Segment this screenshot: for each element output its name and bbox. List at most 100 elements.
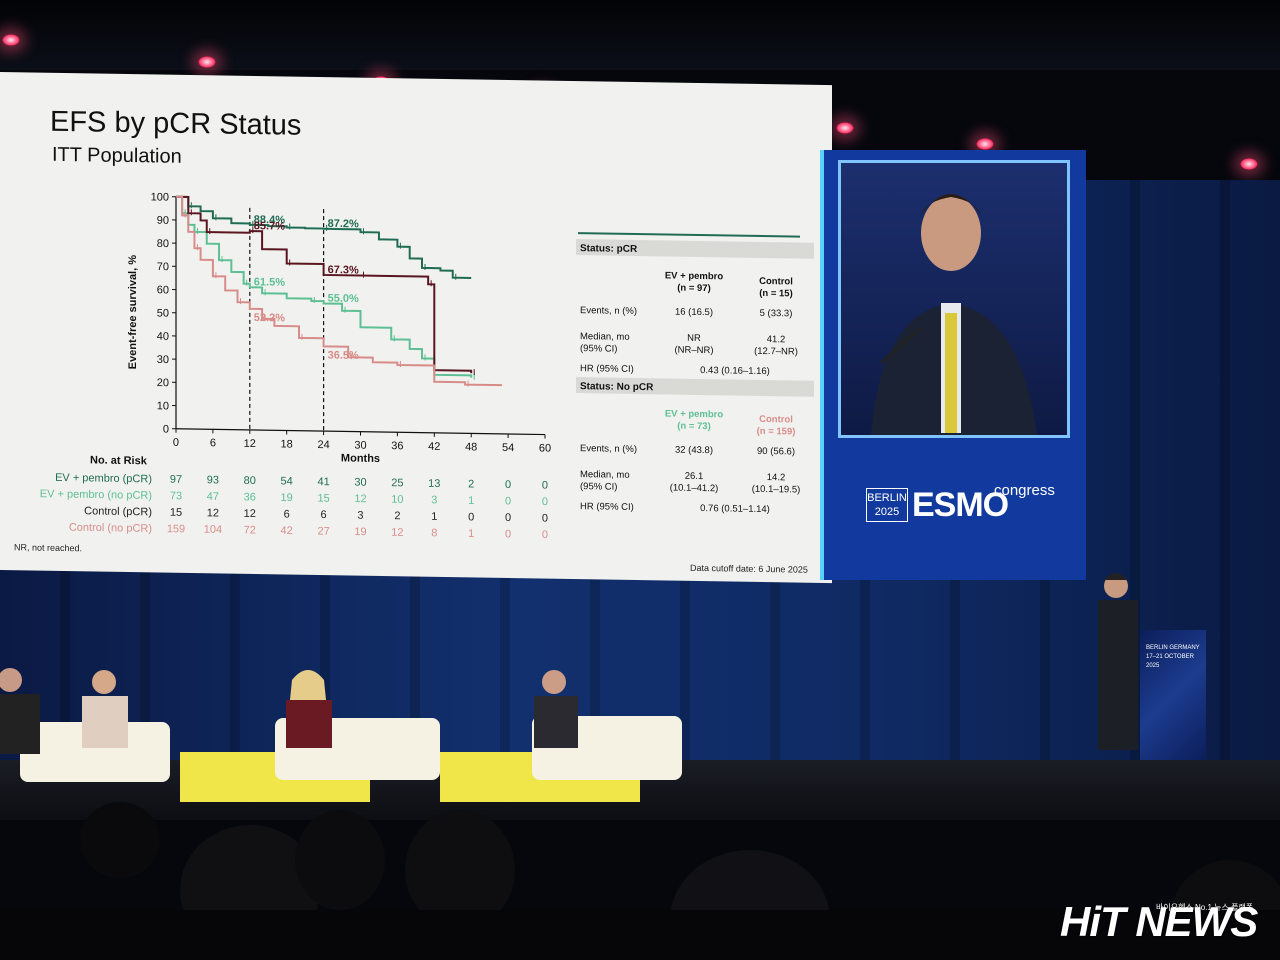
podium-line1: BERLIN GERMANY xyxy=(1146,645,1200,651)
panelists xyxy=(0,668,578,754)
podium: BERLIN GERMANY 17–21 OCTOBER 2025 xyxy=(1140,630,1206,760)
ceiling xyxy=(0,0,1280,70)
risk-cell: 0 xyxy=(542,496,548,508)
row-value: (10.1–19.5) xyxy=(752,484,801,496)
survival-annotation: 87.2% xyxy=(328,218,359,230)
risk-cell: 8 xyxy=(431,527,437,539)
cutoff-note: Data cutoff date: 6 June 2025 xyxy=(690,563,808,575)
risk-cell: 1 xyxy=(468,528,474,540)
row-label: Events, n (%) xyxy=(580,443,637,455)
status-nopcr-header: Status: No pCR xyxy=(580,381,654,393)
row-value: 5 (33.3) xyxy=(760,308,793,320)
hr-label: HR (95% CI) xyxy=(580,501,634,513)
y-tick-label: 80 xyxy=(157,238,169,250)
footnote: NR, not reached. xyxy=(14,542,82,553)
km-curve-3 xyxy=(176,195,502,387)
risk-cell: 54 xyxy=(281,475,293,487)
survival-annotation: 61.5% xyxy=(254,276,285,288)
y-tick-label: 30 xyxy=(157,354,169,366)
risk-cell: 6 xyxy=(321,509,327,521)
x-tick-label: 0 xyxy=(173,437,179,449)
risk-row-label: Control (no pCR) xyxy=(69,522,152,535)
esmo-city: BERLIN xyxy=(867,492,907,504)
risk-cell: 12 xyxy=(207,507,219,519)
slide-canvas: EFS by pCR Status ITT Population 0102030… xyxy=(14,106,814,575)
x-tick-label: 6 xyxy=(210,437,216,449)
hr-value: 0.43 (0.16–1.16) xyxy=(700,365,770,377)
col-header: EV + pembro xyxy=(665,270,724,282)
risk-cell: 0 xyxy=(542,529,548,541)
km-curve-2 xyxy=(176,195,473,374)
podium-line2: 17–21 OCTOBER 2025 xyxy=(1146,654,1194,669)
risk-cell: 159 xyxy=(167,523,185,535)
col-header: Control xyxy=(759,414,793,426)
status-nopcr-bar xyxy=(576,377,814,397)
presenter xyxy=(1098,573,1138,750)
row-label: (95% CI) xyxy=(580,343,617,355)
risk-cell: 80 xyxy=(244,475,256,487)
row-label: Median, mo xyxy=(580,331,630,343)
risk-cell: 10 xyxy=(391,494,403,506)
risk-table-title: No. at Risk xyxy=(90,454,148,467)
risk-cell: 30 xyxy=(354,477,366,489)
audience xyxy=(0,802,1280,960)
esmo-congress: congress xyxy=(994,482,1055,499)
risk-cell: 42 xyxy=(281,525,293,537)
x-tick-label: 36 xyxy=(391,440,403,452)
hr-label: HR (95% CI) xyxy=(580,363,634,375)
risk-cell: 0 xyxy=(505,528,511,540)
risk-row-label: EV + pembro (pCR) xyxy=(55,472,152,486)
risk-cell: 47 xyxy=(207,491,219,503)
risk-cell: 0 xyxy=(468,511,474,523)
survival-annotation: 55.0% xyxy=(328,293,359,305)
risk-cell: 2 xyxy=(394,510,400,522)
risk-cell: 27 xyxy=(317,525,329,537)
risk-cell: 104 xyxy=(204,524,222,536)
stage-light xyxy=(2,34,20,46)
col-header: (n = 159) xyxy=(757,426,796,438)
speaker-video xyxy=(838,160,1070,438)
podium-text: BERLIN GERMANY 17–21 OCTOBER 2025 xyxy=(1146,644,1206,671)
row-label: Events, n (%) xyxy=(580,305,637,317)
row-label: (95% CI) xyxy=(580,481,617,493)
x-tick-label: 30 xyxy=(354,440,366,452)
risk-cell: 25 xyxy=(391,477,403,489)
watermark-logo: HiT NEWS xyxy=(1060,898,1258,945)
x-tick-label: 60 xyxy=(539,442,551,454)
row-value: 41.2 xyxy=(767,334,785,345)
row-value: 32 (43.8) xyxy=(675,445,713,457)
y-tick-label: 10 xyxy=(157,400,169,412)
risk-cell: 12 xyxy=(391,527,403,539)
col-header: EV + pembro xyxy=(665,408,724,420)
row-label: Median, mo xyxy=(580,469,630,481)
km-curve-1 xyxy=(176,195,473,378)
y-tick-label: 40 xyxy=(157,331,169,343)
row-value: (12.7–NR) xyxy=(754,346,798,358)
y-tick-label: 60 xyxy=(157,284,169,296)
risk-row-label: EV + pembro (no pCR) xyxy=(40,488,152,502)
row-value: (NR–NR) xyxy=(674,345,713,357)
survival-annotation: 88.4% xyxy=(254,214,285,226)
km-chart: 0 10 20 30 40 50 60 70 80 90 100 0 6 12 18 24 30 36 42 48 54… xyxy=(127,191,551,465)
risk-cell: 0 xyxy=(505,495,511,507)
row-value: 26.1 xyxy=(685,471,703,482)
stats-nopcr-table: EV + pembro(n = 73) Control(n = 159) Event… xyxy=(580,408,801,515)
y-tick-label: 0 xyxy=(163,424,169,436)
risk-cell: 0 xyxy=(505,479,511,491)
risk-cell: 41 xyxy=(317,476,329,488)
col-header: (n = 73) xyxy=(677,421,711,433)
survival-annotation: 52.2% xyxy=(254,312,285,324)
esmo-year: 2025 xyxy=(874,506,900,518)
hr-value: 0.76 (0.51–1.14) xyxy=(700,503,770,515)
esmo-logo: BERLIN 2025 ESMO congress xyxy=(866,482,1055,524)
col-header: Control xyxy=(759,276,793,288)
x-tick-label: 54 xyxy=(502,442,514,454)
risk-cell: 1 xyxy=(431,511,437,523)
row-value: NR xyxy=(687,333,701,344)
y-tick-label: 90 xyxy=(157,215,169,227)
risk-cell: 36 xyxy=(244,491,256,503)
risk-cell: 12 xyxy=(354,493,366,505)
risk-cell: 73 xyxy=(170,490,182,502)
risk-cell: 12 xyxy=(244,508,256,520)
